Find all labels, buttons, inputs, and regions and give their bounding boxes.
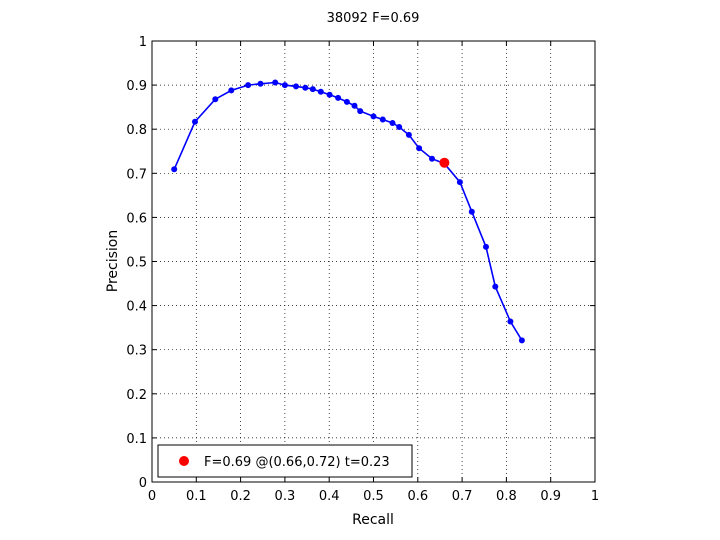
y-tick-label: 1: [139, 35, 147, 50]
y-tick-label: 0.3: [126, 344, 147, 359]
legend: F=0.69 @(0.66,0.72) t=0.23: [157, 444, 413, 478]
data-point: [335, 94, 342, 101]
y-tick-label: 0.1: [126, 432, 147, 447]
data-point: [302, 84, 309, 91]
x-tick-label: 0.6: [407, 489, 428, 504]
data-point: [492, 283, 499, 290]
data-point: [370, 113, 377, 120]
x-tick-label: 0.7: [452, 489, 473, 504]
y-tick-label: 0.7: [126, 167, 147, 182]
axis-ticks: 0 0.1 0.2 0.3 0.4 0.5 0.6 0.7 0.8 0.9 1 0 0.1 0.2 0.3 0…: [126, 35, 599, 504]
series-plot: [171, 79, 525, 344]
x-tick-label: 0.2: [230, 489, 251, 504]
legend-marker: [179, 456, 189, 466]
data-point: [396, 124, 403, 130]
data-point: [405, 131, 412, 138]
y-tick-label: 0.9: [126, 79, 147, 94]
data-point: [416, 145, 423, 152]
data-point: [507, 318, 514, 325]
data-point: [468, 208, 475, 215]
data-point: [171, 166, 178, 173]
x-tick-label: 0.4: [319, 489, 340, 504]
data-point: [379, 116, 386, 123]
legend-label: F=0.69 @(0.66,0.72) t=0.23: [204, 455, 390, 470]
x-tick-label: 0.1: [186, 489, 207, 504]
data-point: [212, 96, 219, 103]
y-tick-label: 0.5: [126, 256, 147, 271]
best-f-point: [439, 157, 450, 168]
grid: [152, 41, 595, 482]
data-point: [257, 80, 264, 87]
data-point: [456, 179, 463, 186]
y-tick-label: 0.4: [126, 300, 147, 315]
data-point: [317, 88, 324, 95]
chart-title: 38092 F=0.69: [327, 11, 420, 26]
data-point: [429, 155, 435, 162]
x-axis-label: Recall: [352, 512, 394, 528]
data-point: [351, 102, 358, 109]
data-point: [228, 87, 235, 94]
x-tick-label: 0: [148, 489, 156, 504]
x-tick-label: 1: [591, 489, 599, 504]
x-tick-label: 0.8: [496, 489, 517, 504]
legend-box: [157, 444, 413, 478]
data-point: [309, 86, 316, 93]
data-point: [357, 108, 364, 115]
y-axis-label: Precision: [105, 230, 121, 292]
data-point: [326, 91, 333, 98]
data-point: [518, 337, 525, 344]
data-point: [483, 243, 489, 250]
y-tick-label: 0.8: [126, 123, 147, 138]
x-tick-label: 0.5: [363, 489, 384, 504]
y-tick-label: 0.6: [126, 211, 147, 226]
data-point: [192, 118, 198, 125]
x-tick-label: 0.9: [540, 489, 561, 504]
data-point: [343, 98, 350, 105]
y-tick-label: 0.2: [126, 388, 147, 403]
data-point: [389, 120, 396, 126]
data-point: [245, 82, 252, 89]
x-tick-label: 0.3: [275, 489, 296, 504]
y-tick-label: 0: [139, 476, 147, 491]
data-point: [281, 82, 288, 89]
data-point: [272, 79, 279, 86]
data-point: [293, 83, 299, 90]
